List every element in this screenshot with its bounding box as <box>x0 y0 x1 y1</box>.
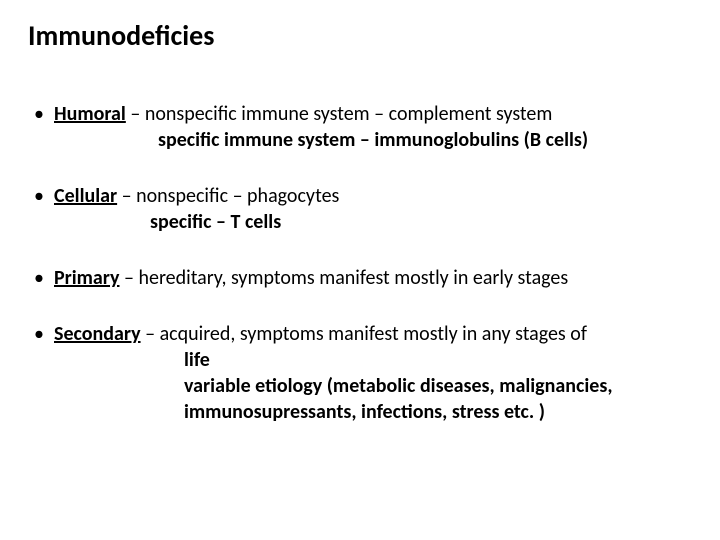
slide: Immunodeficies Humoral – nonspecific imm… <box>0 0 720 540</box>
bullet-humoral-line2: specific immune system – immunoglobulins… <box>54 127 692 153</box>
bullet-primary-lead: Primary <box>54 266 119 290</box>
bullet-cellular-lead: Cellular <box>54 184 117 208</box>
bullet-list: Humoral – nonspecific immune system – co… <box>28 101 692 425</box>
slide-title: Immunodeficies <box>28 18 692 53</box>
bullet-humoral: Humoral – nonspecific immune system – co… <box>28 101 692 153</box>
bullet-secondary-line3: variable etiology (metabolic diseases, m… <box>54 373 692 399</box>
bullet-secondary-lead: Secondary <box>54 322 141 346</box>
bullet-cellular-rest: – nonspecific – phagocytes <box>117 184 339 208</box>
bullet-secondary: Secondary – acquired, symptoms manifest … <box>28 321 692 425</box>
bullet-primary: Primary – hereditary, symptoms manifest … <box>28 265 692 291</box>
bullet-cellular: Cellular – nonspecific – phagocytes spec… <box>28 183 692 235</box>
bullet-cellular-line2: specific – T cells <box>54 209 692 235</box>
bullet-secondary-line2: life <box>54 347 692 373</box>
bullet-primary-rest: – hereditary, symptoms manifest mostly i… <box>119 266 568 290</box>
bullet-secondary-line4: immunosupressants, infections, stress et… <box>54 399 692 425</box>
bullet-secondary-rest: – acquired, symptoms manifest mostly in … <box>141 322 587 346</box>
bullet-humoral-lead: Humoral <box>54 102 126 126</box>
bullet-humoral-rest: – nonspecific immune system – complement… <box>126 102 553 126</box>
